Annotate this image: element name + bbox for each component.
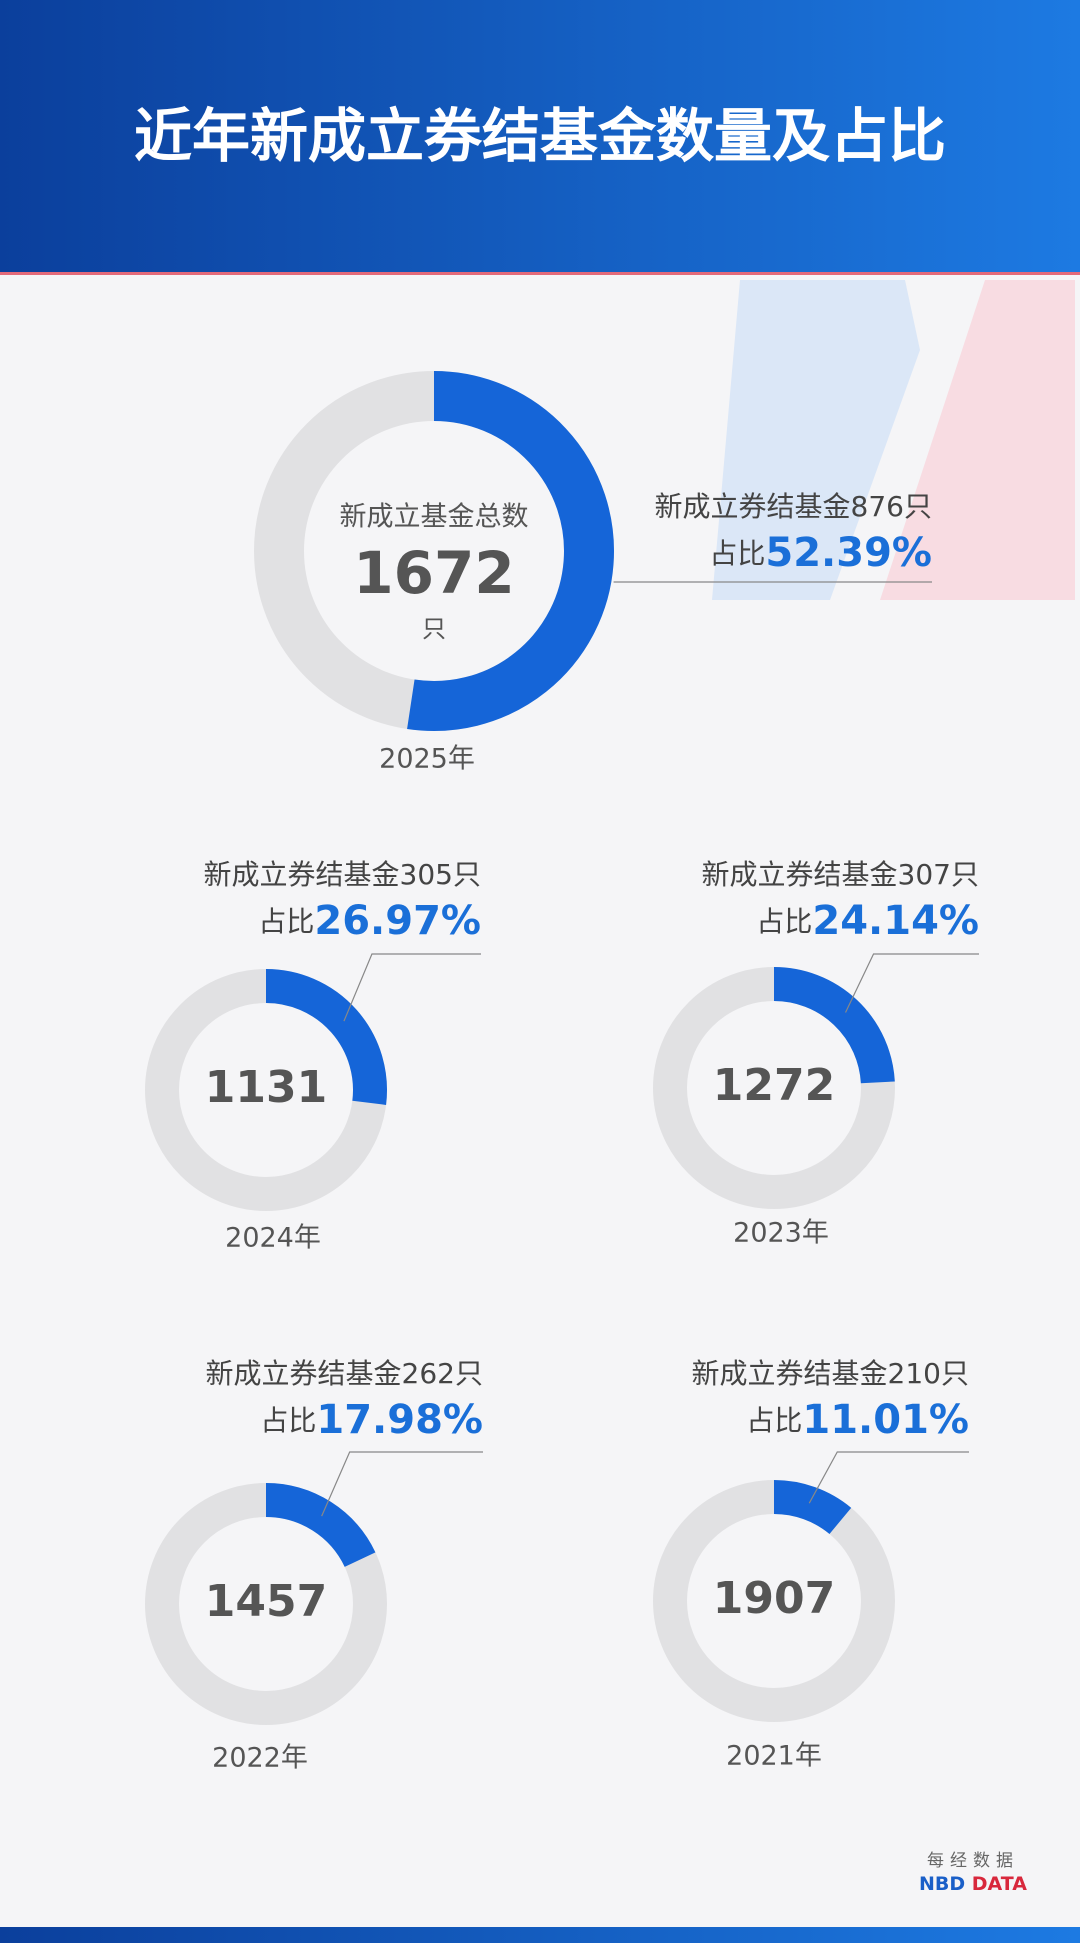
year-label: 2022年 — [212, 1743, 308, 1774]
year-label: 2024年 — [225, 1223, 321, 1254]
total-value: 1457 — [205, 1576, 327, 1627]
share-prefix: 占比 — [260, 1404, 316, 1437]
share-label: 占比52.39% — [709, 530, 932, 576]
category-label: 新成立券结基金305只 — [204, 858, 481, 891]
brand-cn: 每经数据 — [927, 1851, 1019, 1871]
donut-arc — [407, 371, 614, 731]
decor-blue — [712, 280, 920, 600]
leader-line — [321, 1451, 483, 1517]
total-unit: 只 — [422, 615, 446, 643]
header-band — [0, 0, 1080, 272]
brand-data: DATA — [972, 1873, 1027, 1895]
share-value: 17.98% — [316, 1397, 483, 1443]
share-label: 占比17.98% — [260, 1397, 483, 1443]
leader-line — [343, 953, 481, 1022]
share-value: 11.01% — [802, 1397, 969, 1443]
share-label: 占比24.14% — [756, 898, 979, 944]
footer-band — [0, 1927, 1080, 1943]
total-value: 1272 — [713, 1060, 835, 1111]
year-label: 2021年 — [726, 1741, 822, 1772]
center-label: 新成立基金总数 — [340, 502, 529, 533]
brand-en: NBD DATA — [919, 1873, 1027, 1895]
share-prefix: 占比 — [756, 905, 812, 938]
page-title: 近年新成立券结基金数量及占比 — [134, 102, 946, 170]
share-label: 占比26.97% — [258, 898, 481, 944]
share-prefix: 占比 — [746, 1404, 802, 1437]
decor-pink — [880, 280, 1075, 600]
year-label: 2023年 — [733, 1218, 829, 1249]
brand-nbd: NBD — [919, 1873, 965, 1895]
total-value: 1672 — [353, 539, 514, 607]
share-label: 占比11.01% — [746, 1397, 969, 1443]
year-label: 2025年 — [379, 744, 475, 775]
share-prefix: 占比 — [258, 905, 314, 938]
leader-line — [808, 1451, 969, 1504]
header-rule — [0, 272, 1080, 275]
share-value: 52.39% — [765, 530, 932, 576]
total-value: 1907 — [713, 1573, 835, 1624]
category-label: 新成立券结基金210只 — [692, 1357, 969, 1390]
donut-arc — [265, 969, 387, 1105]
share-value: 24.14% — [812, 898, 979, 944]
total-value: 1131 — [205, 1062, 327, 1113]
category-label: 新成立券结基金307只 — [702, 858, 979, 891]
category-label: 新成立券结基金262只 — [206, 1357, 483, 1390]
share-value: 26.97% — [314, 898, 481, 944]
donut-arc — [773, 1480, 852, 1535]
donut-arc — [773, 967, 895, 1084]
leader-line — [844, 953, 979, 1013]
category-label: 新成立券结基金876只 — [655, 490, 932, 523]
share-prefix: 占比 — [709, 537, 765, 570]
